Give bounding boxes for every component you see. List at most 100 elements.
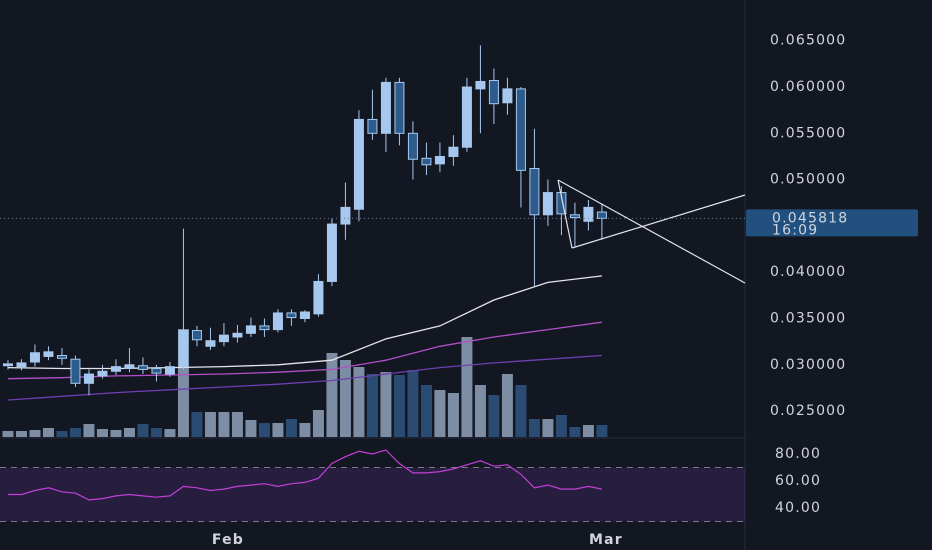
volume-bar	[204, 412, 216, 437]
volume-bar	[29, 430, 41, 437]
rsi-band	[0, 467, 745, 522]
volume-bar	[177, 329, 189, 437]
volume-bar	[353, 367, 365, 437]
candle-body	[596, 211, 607, 219]
volume-bar	[596, 425, 608, 437]
candle-body	[97, 370, 108, 377]
candle-body	[259, 325, 270, 331]
candle-body	[178, 330, 189, 368]
volume-bar	[299, 423, 311, 437]
y-tick-label: 0.025000	[770, 403, 846, 419]
volume-bar	[542, 419, 554, 437]
candle-body	[448, 146, 459, 157]
y-tick-label: 0.035000	[770, 310, 846, 326]
volume-bar	[123, 428, 135, 437]
y-tick-label: 40.00	[775, 500, 821, 516]
y-tick-label: 0.030000	[770, 357, 846, 373]
trend-line	[557, 179, 746, 284]
candle-body	[529, 168, 540, 216]
x-tick-label: Feb	[212, 532, 244, 548]
y-tick-label: 80.00	[775, 446, 821, 462]
volume-bar	[258, 423, 270, 437]
volume-layer	[2, 329, 608, 437]
x-tick-label: Mar	[589, 532, 623, 548]
candle-body	[29, 352, 40, 363]
volume-bar	[515, 385, 527, 437]
volume-bar	[555, 415, 567, 437]
candle-body	[380, 81, 391, 134]
volume-bar	[582, 425, 594, 437]
y-tick-label: 0.050000	[770, 172, 846, 188]
volume-bar	[110, 430, 122, 437]
volume-bar	[96, 429, 108, 437]
volume-bar	[191, 412, 203, 437]
volume-bar	[15, 431, 27, 437]
volume-bar	[474, 385, 486, 437]
volume-bar	[434, 390, 446, 437]
candle-body	[70, 358, 81, 384]
volume-bar	[488, 395, 500, 437]
y-tick-label: 0.040000	[770, 264, 846, 280]
candle-layer	[2, 45, 607, 396]
candle-body	[515, 88, 526, 171]
candle-body	[137, 365, 148, 370]
volume-bar	[339, 360, 351, 437]
candle-body	[272, 312, 283, 331]
countdown-label: 16:09	[772, 222, 818, 238]
last-price-box	[746, 209, 918, 237]
volume-bar	[83, 424, 95, 437]
candle-body	[394, 81, 405, 134]
candle-body	[434, 155, 445, 165]
volume-bar	[218, 412, 230, 437]
trend-line	[557, 179, 573, 249]
candle-body	[218, 334, 229, 343]
candle-body	[43, 351, 54, 357]
trend-line	[571, 194, 746, 249]
candle-body	[340, 206, 351, 225]
candle-body	[16, 362, 27, 368]
candle-body	[583, 206, 594, 222]
candle-body	[56, 355, 67, 359]
candle-body	[421, 157, 432, 166]
candle-body	[326, 223, 337, 282]
y-tick-label: 60.00	[775, 473, 821, 489]
candle-body	[502, 88, 513, 104]
volume-bar	[2, 431, 14, 437]
axis-layer: 0.025000 0.030000 0.035000 0.040000 0.050000…	[0, 33, 918, 548]
candle-body	[569, 214, 580, 219]
volume-bar	[150, 428, 162, 437]
candle-body	[110, 366, 121, 372]
volume-bar	[380, 372, 392, 437]
candle-body	[407, 132, 418, 160]
rsi-layer	[0, 449, 745, 522]
candle-body	[191, 330, 202, 341]
candle-body	[286, 312, 297, 319]
volume-bar	[447, 393, 459, 437]
volume-bar	[569, 427, 581, 437]
volume-bar	[285, 419, 297, 437]
volume-bar	[366, 374, 378, 437]
candle-body	[475, 80, 486, 90]
volume-bar	[501, 374, 513, 437]
last-price-label: 0.045818	[772, 210, 848, 226]
candle-body	[83, 373, 94, 384]
volume-bar	[69, 428, 81, 437]
candle-body	[556, 192, 567, 215]
y-tick-label: 0.060000	[770, 79, 846, 95]
candle-body	[205, 340, 216, 347]
y-tick-label: 0.055000	[770, 125, 846, 141]
candle-body	[232, 332, 243, 338]
moving-average	[7, 354, 602, 401]
volume-bar	[528, 419, 540, 437]
candle-body	[542, 192, 553, 216]
moving-average	[7, 275, 602, 370]
volume-bar	[393, 375, 405, 437]
y-tick-label: 0.065000	[770, 33, 846, 49]
volume-bar	[245, 420, 257, 437]
volume-bar	[272, 423, 284, 437]
volume-bar	[461, 337, 473, 437]
candle-body	[367, 118, 378, 134]
candle-body	[245, 325, 256, 334]
